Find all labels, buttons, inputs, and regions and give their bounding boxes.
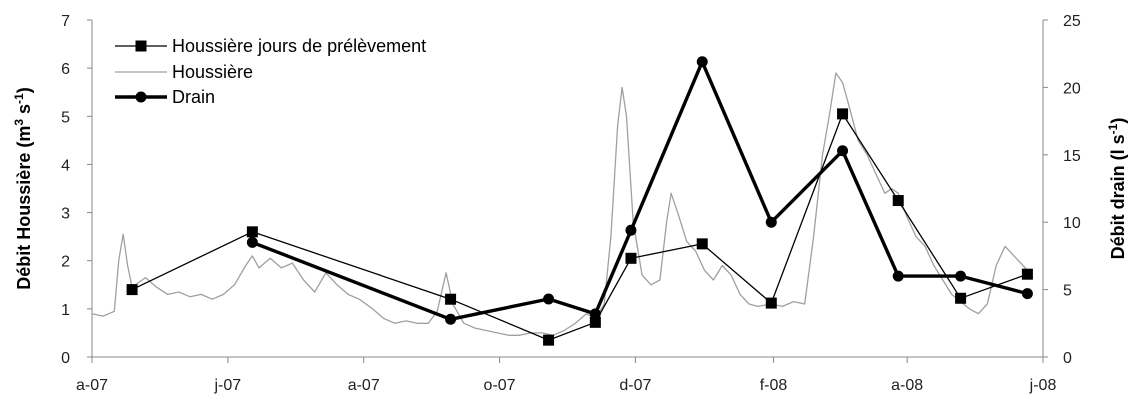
y-right-tick-label: 5	[1063, 283, 1072, 300]
y-left-tick-label: 3	[61, 206, 70, 223]
y-right-tick-label: 15	[1063, 148, 1081, 165]
series-2-point	[955, 270, 967, 282]
series-0-point	[126, 284, 138, 296]
series-line-1	[91, 72, 1033, 336]
series-0-point	[543, 334, 555, 346]
y-axis-right-title: Débit drain (l s-1)	[1106, 118, 1128, 260]
series-2-point	[625, 224, 637, 236]
y-left-tick-label: 5	[61, 109, 70, 126]
y-axis-right-title-part: Débit drain (l s	[1108, 134, 1128, 259]
series-0-point	[445, 293, 457, 305]
y-right-tick-label: 25	[1063, 13, 1081, 30]
x-tick-label: j-07	[214, 377, 242, 394]
y-axis-left-title-part: -1	[12, 93, 26, 104]
x-tick-label: o-07	[484, 377, 516, 394]
series-2-point	[246, 236, 258, 248]
y-left-tick-label: 4	[61, 157, 70, 174]
y-left-tick-label: 7	[61, 13, 70, 30]
series-0-point	[837, 108, 849, 120]
series-2-point	[696, 56, 708, 68]
x-tick-label: f-08	[760, 377, 788, 394]
x-tick-label: a-07	[348, 377, 380, 394]
y-left-tick-label: 0	[61, 350, 70, 367]
y-axis-right-title-part: -1	[1106, 123, 1120, 134]
y-axis-left-title-part: )	[14, 87, 34, 93]
series-2-point	[765, 216, 777, 228]
legend-label-1: Houssière	[172, 62, 253, 82]
y-left-tick-label: 6	[61, 61, 70, 78]
legend-marker-2	[135, 91, 147, 103]
legend: Houssière jours de prélèvement Houssière D…	[115, 36, 426, 107]
x-tick-label: j-08	[1029, 377, 1057, 394]
series-2-point	[543, 293, 555, 305]
y-left-tick-label: 1	[61, 302, 70, 319]
series-2-point	[837, 145, 849, 157]
y-right-tick-label: 0	[1063, 350, 1072, 367]
y-left-tick-label: 2	[61, 254, 70, 271]
y-axis-right-title-part: )	[1108, 118, 1128, 124]
y-axis-left-title-part: 3	[12, 119, 26, 126]
series-0-point	[246, 226, 258, 238]
y-axis-left-title-part: Débit Houssière (m	[14, 126, 34, 290]
series-0-point	[765, 297, 777, 309]
series-2-point	[892, 270, 904, 282]
x-tick-label: a-08	[891, 377, 923, 394]
legend-marker-0	[135, 40, 147, 52]
series-0-point	[892, 195, 904, 207]
legend-label-2: Drain	[172, 87, 215, 107]
series-0-point	[1021, 268, 1033, 280]
y-right-tick-label: 20	[1063, 80, 1081, 97]
series-0-point	[625, 252, 637, 264]
series-0-point	[955, 292, 967, 304]
plot-area: 0 1 2 3 4 5 6 7 0 5 10 15 20 25 a-07 j-07 a-07 o-07 d-07 f-…	[12, 13, 1128, 394]
series-2-point	[445, 313, 457, 325]
series-0-point	[696, 238, 708, 250]
y-axis-left-title-part: s	[14, 104, 34, 119]
legend-label-0: Houssière jours de prélèvement	[172, 36, 426, 56]
series-2-point	[589, 308, 601, 320]
x-tick-label: d-07	[619, 377, 651, 394]
series-line-2	[251, 60, 1028, 321]
series-2-point	[1021, 288, 1033, 300]
x-tick-label: a-07	[76, 377, 108, 394]
series-line-0	[131, 113, 1028, 341]
y-axis-left-title: Débit Houssière (m3 s-1)	[12, 87, 34, 289]
y-right-tick-label: 10	[1063, 215, 1081, 232]
series-0-point	[589, 316, 601, 328]
